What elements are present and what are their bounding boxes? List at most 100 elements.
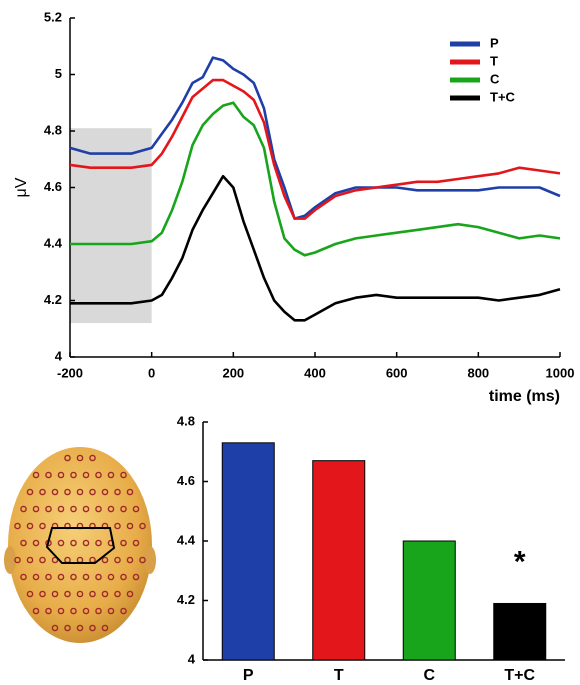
electrode [114, 556, 121, 564]
x-axis-label: time (ms) [489, 388, 560, 405]
y-tick-label: 5.2 [44, 9, 62, 24]
x-tick-label: 1000 [546, 365, 575, 380]
electrode [64, 454, 71, 462]
electrode [107, 471, 115, 479]
electrode [39, 488, 46, 496]
legend-label: T+C [490, 89, 516, 104]
electrode [70, 607, 77, 615]
electrode [39, 556, 46, 564]
electrode [20, 573, 27, 581]
electrode [76, 590, 84, 598]
electrode [76, 454, 84, 462]
x-tick-label: 800 [467, 365, 489, 380]
electrode [101, 590, 109, 598]
electrode [20, 539, 27, 547]
baseline-shade [70, 128, 152, 324]
electrode [120, 505, 127, 513]
electrode [57, 471, 65, 479]
electrode [45, 505, 52, 513]
electrode [45, 471, 52, 479]
x-tick-label: T [334, 667, 344, 684]
x-tick-label: 0 [148, 365, 155, 380]
electrode [70, 573, 77, 581]
electrode [89, 488, 96, 496]
series-line [69, 78, 561, 220]
y-tick-label: 5 [55, 66, 62, 81]
electrode [57, 505, 65, 513]
x-tick-label: -200 [57, 365, 83, 380]
y-tick-label: 4.2 [44, 292, 62, 307]
bar [312, 460, 366, 661]
legend-label: C [490, 71, 500, 86]
y-tick-label: 4.8 [177, 413, 195, 428]
electrode [107, 505, 115, 513]
electrode [51, 624, 59, 632]
series-line [69, 56, 561, 220]
y-tick-label: 4.8 [44, 122, 62, 137]
electrode [39, 590, 46, 598]
electrode [89, 454, 96, 462]
head [8, 447, 152, 643]
electrode [57, 573, 65, 581]
electrode [70, 471, 77, 479]
electrode [64, 590, 71, 598]
electrode [57, 607, 65, 615]
electrode [26, 522, 34, 530]
electrode [95, 607, 102, 615]
electrode [32, 539, 40, 547]
electrode [26, 488, 34, 496]
electrode [57, 539, 65, 547]
electrode [39, 522, 46, 530]
electrode [132, 505, 140, 513]
electrode [26, 556, 34, 564]
y-tick-label: 4 [55, 348, 63, 363]
electrode [70, 539, 77, 547]
electrode [89, 624, 96, 632]
electrode [107, 607, 115, 615]
y-tick-label: 4.2 [177, 592, 195, 607]
electrode [82, 573, 90, 581]
electrode [139, 522, 146, 530]
y-tick-label: 4 [188, 651, 196, 666]
electrode [95, 471, 102, 479]
electrode [126, 590, 134, 598]
x-tick-label: 200 [222, 365, 244, 380]
electrode [45, 607, 52, 615]
electrode [32, 573, 40, 581]
series-line [70, 101, 561, 257]
electrode [126, 488, 134, 496]
bar [493, 602, 547, 661]
x-tick-label: C [423, 667, 435, 684]
electrode [51, 556, 59, 564]
electrode [101, 556, 109, 564]
electrode [114, 522, 121, 530]
electrode [132, 573, 140, 581]
electrode [120, 573, 127, 581]
electrode [126, 522, 134, 530]
y-axis-label: μV [13, 177, 30, 197]
electrode [51, 590, 59, 598]
electrode [126, 556, 134, 564]
electrode [139, 556, 146, 564]
electrode [51, 488, 59, 496]
electrode [70, 505, 77, 513]
bar [402, 540, 456, 661]
x-tick-label: 400 [304, 365, 326, 380]
electrode [120, 539, 127, 547]
electrode [114, 488, 121, 496]
x-tick-label: T+C [504, 667, 535, 684]
electrode [45, 573, 52, 581]
electrode [82, 539, 90, 547]
y-tick-label: 4.6 [44, 179, 62, 194]
electrode [114, 590, 121, 598]
electrode [26, 590, 34, 598]
electrode [64, 488, 71, 496]
electrode [64, 624, 71, 632]
electrode [76, 488, 84, 496]
x-tick-label: P [243, 667, 254, 684]
electrode [89, 590, 96, 598]
ear [144, 546, 156, 574]
legend-label: T [490, 53, 498, 68]
electrode [95, 539, 102, 547]
